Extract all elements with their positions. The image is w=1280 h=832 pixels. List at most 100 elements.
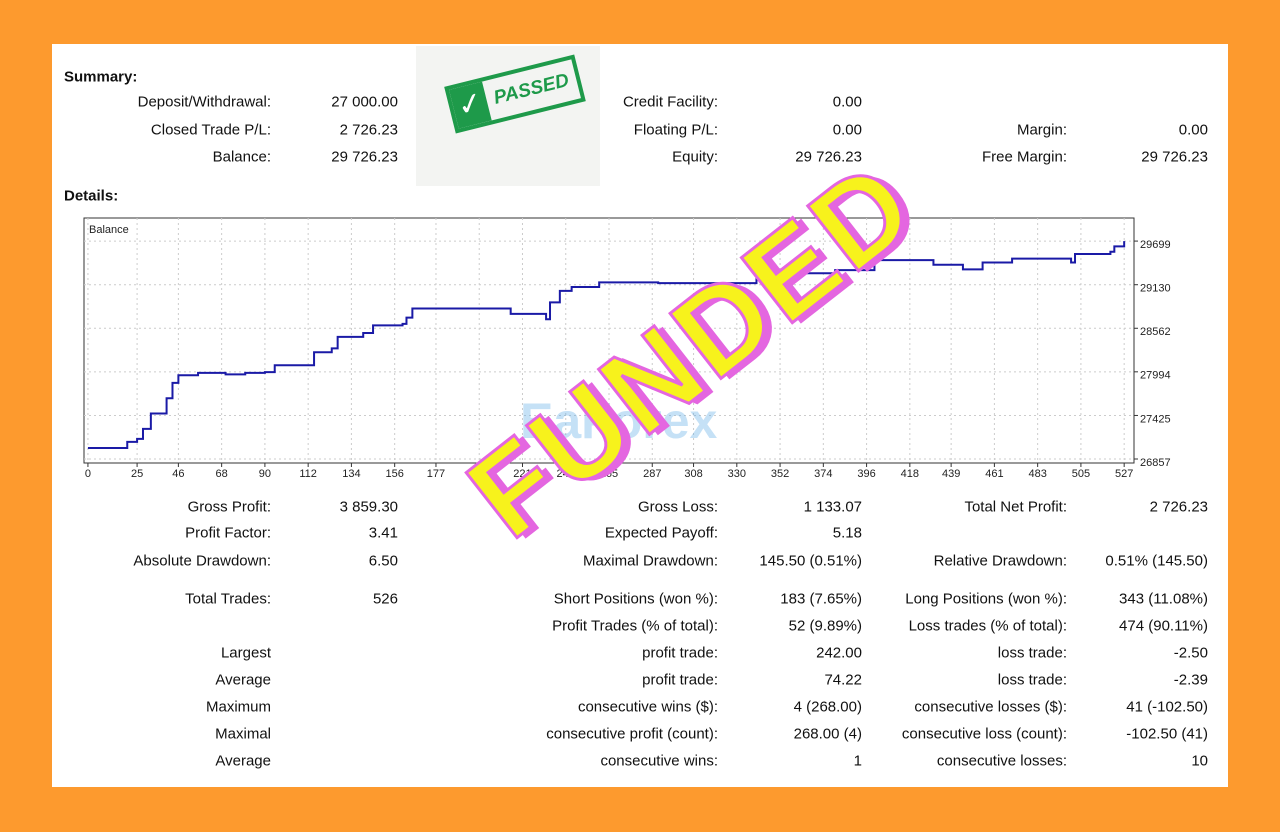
label: Balance: [212, 148, 271, 166]
value: 343 (11.08%) [1119, 590, 1208, 608]
value: 3 859.30 [339, 498, 398, 516]
value: -102.50 (41) [1126, 725, 1208, 743]
x-tick-label: 330 [728, 468, 746, 480]
x-tick-label: 396 [857, 468, 875, 480]
value: 526 [372, 590, 398, 608]
brand-watermark: EaForex [520, 393, 718, 449]
x-tick-label: 134 [342, 468, 360, 480]
x-tick-label: 461 [985, 468, 1003, 480]
x-tick-label: 0 [85, 468, 91, 480]
label: Average [215, 752, 271, 770]
value: 29 726.23 [1141, 148, 1208, 166]
value: 29 726.23 [795, 148, 862, 166]
value: 0.00 [832, 93, 862, 111]
y-tick-label: 29699 [1140, 239, 1171, 251]
section-title: Summary: [64, 68, 138, 86]
value: 474 (90.11%) [1119, 617, 1208, 635]
x-tick-label: 112 [299, 468, 317, 480]
label: Total Net Profit: [964, 498, 1067, 516]
x-tick-label: 505 [1072, 468, 1090, 480]
x-tick-label: 527 [1115, 468, 1133, 480]
label: profit trade: [642, 644, 718, 662]
section-title: Details: [64, 187, 119, 205]
label: Short Positions (won %): [553, 590, 718, 608]
x-tick-label: 46 [172, 468, 184, 480]
label: consecutive wins: [600, 752, 718, 770]
value: 242.00 [816, 644, 862, 662]
x-tick-label: 243 [557, 468, 575, 480]
value: 41 (-102.50) [1126, 698, 1208, 716]
label: Absolute Drawdown: [133, 552, 271, 570]
value: 268.00 (4) [793, 725, 862, 743]
label: consecutive wins ($): [577, 698, 718, 716]
y-tick-label: 28562 [1140, 326, 1171, 338]
value: -2.50 [1173, 644, 1208, 662]
value: 74.22 [824, 671, 862, 689]
label: Profit Trades (% of total): [552, 617, 718, 635]
label: consecutive losses: [936, 752, 1067, 770]
label: Gross Loss: [637, 498, 718, 516]
label: Maximal Drawdown: [582, 552, 718, 570]
x-tick-label: 374 [814, 468, 832, 480]
y-tick-label: 26857 [1140, 457, 1171, 469]
x-tick-label: 177 [427, 468, 445, 480]
value: 145.50 (0.51%) [759, 552, 862, 570]
x-tick-label: 25 [131, 468, 143, 480]
label: Gross Profit: [187, 498, 271, 516]
value: 1 133.07 [803, 498, 862, 516]
value: 29 726.23 [331, 148, 398, 166]
x-tick-label: 90 [259, 468, 271, 480]
value: 2 726.23 [1149, 498, 1208, 516]
x-tick-label: 287 [643, 468, 661, 480]
y-tick-label: 27425 [1140, 413, 1171, 425]
label: consecutive losses ($): [914, 698, 1067, 716]
label: Credit Facility: [622, 93, 718, 111]
x-tick-label: 199 [470, 468, 488, 480]
value: 5.18 [832, 524, 862, 542]
label: Largest [220, 644, 271, 662]
y-tick-label: 27994 [1140, 370, 1171, 382]
x-tick-label: 439 [942, 468, 960, 480]
x-tick-label: 352 [771, 468, 789, 480]
balance-line [87, 241, 1126, 450]
label: Floating P/L: [633, 121, 718, 139]
value: 0.00 [1178, 121, 1208, 139]
label: Long Positions (won %): [905, 590, 1067, 608]
label: Margin: [1016, 121, 1067, 139]
label: Total Trades: [185, 590, 271, 608]
x-tick-label: 68 [216, 468, 228, 480]
value: 3.41 [368, 524, 398, 542]
label: consecutive profit (count): [546, 725, 718, 743]
value: -2.39 [1173, 671, 1208, 689]
x-tick-label: 156 [385, 468, 403, 480]
x-tick-label: 483 [1028, 468, 1046, 480]
value: 6.50 [368, 552, 398, 570]
value: 2 726.23 [339, 121, 398, 139]
x-tick-label: 308 [684, 468, 702, 480]
x-tick-label: 418 [901, 468, 919, 480]
label: Free Margin: [981, 148, 1067, 166]
value: 0.51% (145.50) [1105, 552, 1208, 570]
label: Profit Factor: [185, 524, 271, 542]
value: 183 (7.65%) [780, 590, 862, 608]
value: 1 [853, 752, 862, 770]
label: Maximal [215, 725, 271, 743]
label: Average [215, 671, 271, 689]
label: profit trade: [642, 671, 718, 689]
label: Equity: [672, 148, 718, 166]
label: loss trade: [997, 671, 1067, 689]
value: 10 [1191, 752, 1208, 770]
label: loss trade: [997, 644, 1067, 662]
label: consecutive loss (count): [901, 725, 1067, 743]
y-tick-label: 29130 [1140, 283, 1171, 295]
x-tick-label: 265 [600, 468, 618, 480]
value: 0.00 [832, 121, 862, 139]
x-tick-label: 221 [513, 468, 531, 480]
label: Deposit/Withdrawal: [137, 93, 271, 111]
value: 27 000.00 [331, 93, 398, 111]
label: Closed Trade P/L: [150, 121, 271, 139]
label: Loss trades (% of total): [908, 617, 1067, 635]
stamp-box [416, 46, 600, 186]
